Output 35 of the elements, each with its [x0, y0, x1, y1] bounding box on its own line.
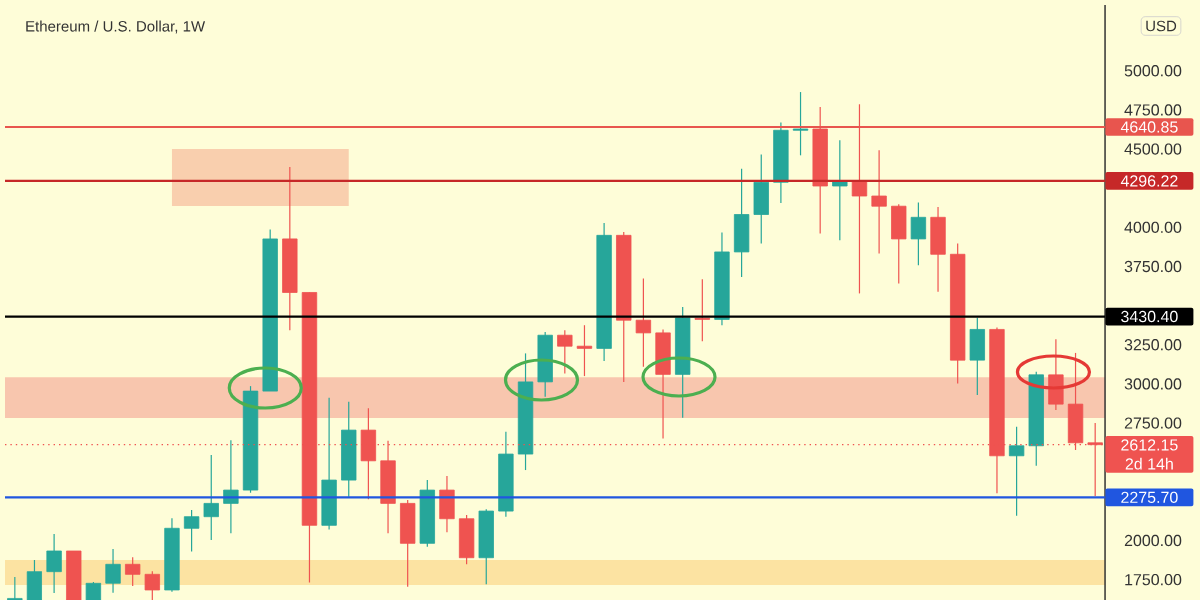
y-axis-title: USD — [1146, 20, 1177, 32]
ref-line-label: 3430.40 — [1121, 310, 1178, 323]
candlestick — [871, 149, 887, 255]
y-tick-label: 4500.00 — [1124, 143, 1182, 155]
y-tick-label: 2750.00 — [1124, 417, 1182, 429]
candlestick — [910, 202, 927, 266]
candlestick — [1008, 426, 1025, 517]
candlestick — [85, 581, 102, 600]
candlestick — [144, 570, 160, 600]
y-tick-label: 3750.00 — [1124, 260, 1182, 273]
candlestick — [125, 556, 141, 587]
ref-line-label: 2612.15 — [1121, 439, 1178, 451]
candlestick — [792, 91, 809, 156]
y-tick-label: 1750.00 — [1125, 573, 1182, 586]
candlestick — [183, 509, 200, 553]
candlestick — [576, 324, 593, 377]
ref-line-label: 2275.70 — [1121, 491, 1178, 503]
text: 2d 14h — [1125, 457, 1173, 470]
candlestick — [105, 548, 121, 594]
y-tick-label: 3000.00 — [1124, 378, 1182, 390]
candlestick — [203, 454, 219, 541]
candlestick — [557, 329, 573, 375]
ref-line-label: 4296.22 — [1120, 175, 1178, 187]
text: Ethereum / U.S. Dollar, 1W — [26, 20, 206, 34]
candlestick — [832, 139, 848, 241]
candlestick — [694, 278, 710, 342]
candlestick — [635, 277, 652, 368]
y-tick-label: 4000.00 — [1124, 221, 1182, 234]
candlestick — [46, 533, 62, 594]
y-tick-label: 3250.00 — [1124, 339, 1182, 351]
y-tick-label: 5000.00 — [1124, 65, 1182, 77]
candlestick — [223, 439, 239, 534]
y-tick-label: 4750.00 — [1124, 104, 1182, 116]
ref-line-label: 4640.85 — [1120, 121, 1178, 133]
y-tick-label: 2000.00 — [1124, 534, 1182, 547]
